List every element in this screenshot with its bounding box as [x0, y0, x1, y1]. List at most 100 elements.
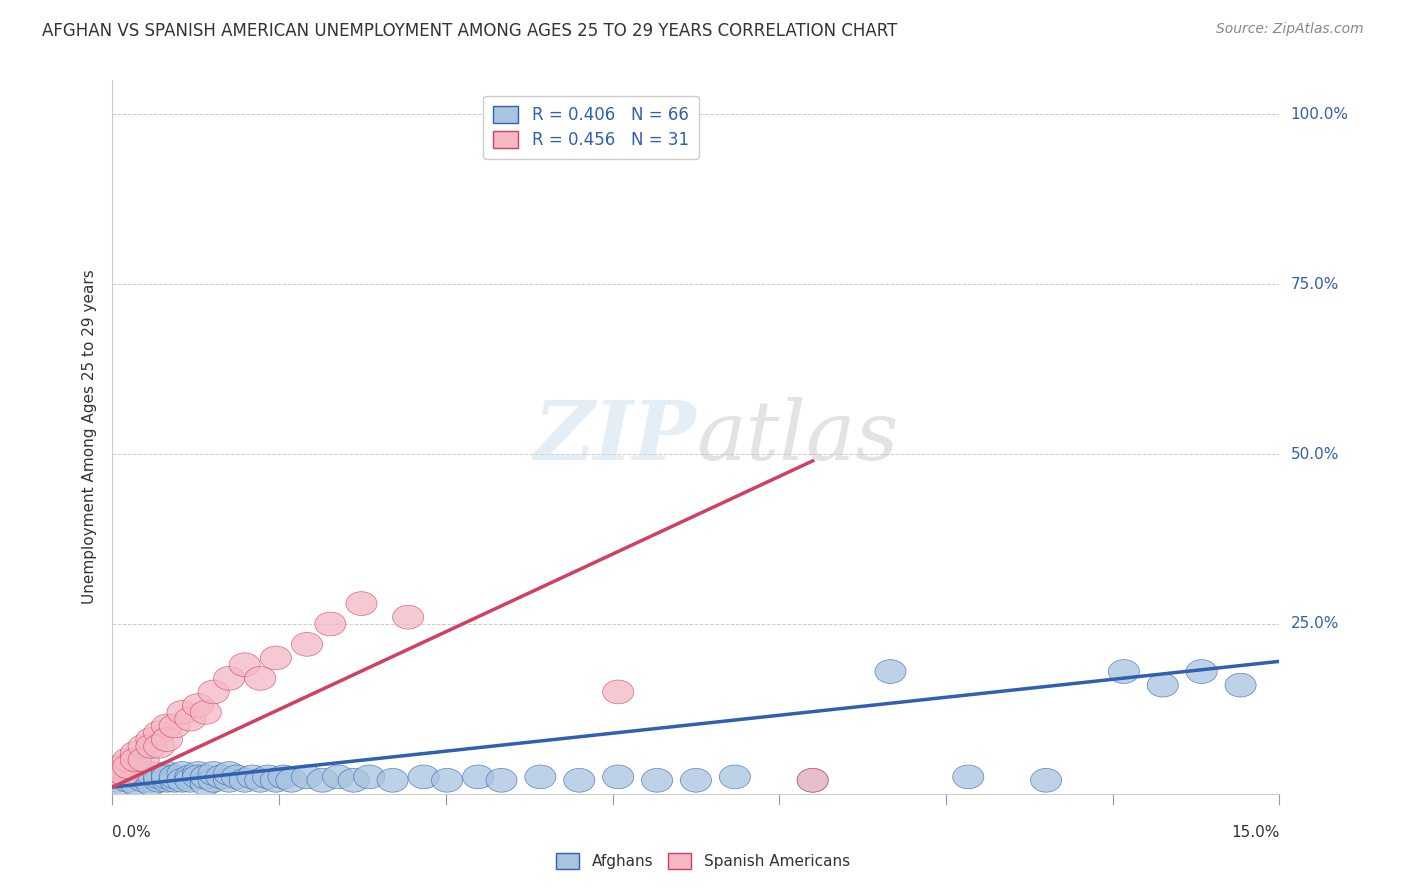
- Ellipse shape: [167, 768, 198, 792]
- Text: 25.0%: 25.0%: [1291, 616, 1339, 632]
- Text: ZIP: ZIP: [533, 397, 696, 477]
- Ellipse shape: [152, 768, 183, 792]
- Ellipse shape: [136, 762, 167, 785]
- Ellipse shape: [238, 765, 269, 789]
- Ellipse shape: [174, 707, 205, 731]
- Ellipse shape: [486, 768, 517, 792]
- Ellipse shape: [108, 762, 139, 785]
- Ellipse shape: [337, 768, 370, 792]
- Ellipse shape: [152, 762, 183, 785]
- Ellipse shape: [1147, 673, 1178, 697]
- Ellipse shape: [121, 765, 152, 789]
- Ellipse shape: [143, 721, 174, 745]
- Ellipse shape: [953, 765, 984, 789]
- Ellipse shape: [108, 765, 139, 789]
- Ellipse shape: [143, 734, 174, 758]
- Ellipse shape: [1031, 768, 1062, 792]
- Ellipse shape: [720, 765, 751, 789]
- Ellipse shape: [408, 765, 439, 789]
- Ellipse shape: [681, 768, 711, 792]
- Text: 100.0%: 100.0%: [1291, 107, 1348, 122]
- Ellipse shape: [167, 762, 198, 785]
- Text: AFGHAN VS SPANISH AMERICAN UNEMPLOYMENT AMONG AGES 25 TO 29 YEARS CORRELATION CH: AFGHAN VS SPANISH AMERICAN UNEMPLOYMENT …: [42, 22, 897, 40]
- Ellipse shape: [260, 646, 291, 670]
- Ellipse shape: [564, 768, 595, 792]
- Ellipse shape: [190, 772, 221, 796]
- Ellipse shape: [152, 728, 183, 751]
- Ellipse shape: [875, 660, 905, 683]
- Ellipse shape: [1187, 660, 1218, 683]
- Ellipse shape: [101, 762, 132, 785]
- Ellipse shape: [112, 762, 143, 785]
- Ellipse shape: [190, 765, 221, 789]
- Legend: R = 0.406   N = 66, R = 0.456   N = 31: R = 0.406 N = 66, R = 0.456 N = 31: [484, 95, 699, 159]
- Ellipse shape: [797, 768, 828, 792]
- Ellipse shape: [190, 700, 221, 724]
- Ellipse shape: [1225, 673, 1256, 697]
- Ellipse shape: [136, 772, 167, 796]
- Ellipse shape: [214, 666, 245, 690]
- Ellipse shape: [269, 765, 299, 789]
- Ellipse shape: [112, 768, 143, 792]
- Ellipse shape: [112, 755, 143, 779]
- Text: 50.0%: 50.0%: [1291, 447, 1339, 461]
- Ellipse shape: [136, 765, 167, 789]
- Ellipse shape: [291, 765, 322, 789]
- Ellipse shape: [603, 680, 634, 704]
- Ellipse shape: [346, 591, 377, 615]
- Ellipse shape: [183, 762, 214, 785]
- Ellipse shape: [797, 768, 828, 792]
- Ellipse shape: [198, 680, 229, 704]
- Ellipse shape: [159, 765, 190, 789]
- Ellipse shape: [315, 612, 346, 636]
- Ellipse shape: [205, 765, 238, 789]
- Text: Source: ZipAtlas.com: Source: ZipAtlas.com: [1216, 22, 1364, 37]
- Ellipse shape: [128, 734, 159, 758]
- Ellipse shape: [174, 765, 205, 789]
- Ellipse shape: [159, 768, 190, 792]
- Ellipse shape: [136, 734, 167, 758]
- Ellipse shape: [377, 768, 408, 792]
- Ellipse shape: [229, 768, 260, 792]
- Ellipse shape: [245, 666, 276, 690]
- Ellipse shape: [1108, 660, 1139, 683]
- Y-axis label: Unemployment Among Ages 25 to 29 years: Unemployment Among Ages 25 to 29 years: [82, 269, 97, 605]
- Ellipse shape: [167, 700, 198, 724]
- Ellipse shape: [101, 768, 132, 792]
- Ellipse shape: [112, 748, 143, 772]
- Legend: Afghans, Spanish Americans: Afghans, Spanish Americans: [550, 847, 856, 875]
- Ellipse shape: [198, 762, 229, 785]
- Ellipse shape: [159, 714, 190, 738]
- Ellipse shape: [143, 765, 174, 789]
- Ellipse shape: [136, 728, 167, 751]
- Ellipse shape: [198, 768, 229, 792]
- Ellipse shape: [354, 765, 385, 789]
- Text: atlas: atlas: [696, 397, 898, 477]
- Ellipse shape: [214, 762, 245, 785]
- Ellipse shape: [143, 768, 174, 792]
- Ellipse shape: [603, 765, 634, 789]
- Ellipse shape: [183, 765, 214, 789]
- Ellipse shape: [152, 714, 183, 738]
- Ellipse shape: [276, 768, 307, 792]
- Ellipse shape: [260, 768, 291, 792]
- Ellipse shape: [104, 755, 136, 779]
- Ellipse shape: [221, 765, 253, 789]
- Ellipse shape: [463, 765, 494, 789]
- Ellipse shape: [432, 768, 463, 792]
- Ellipse shape: [121, 741, 152, 765]
- Ellipse shape: [245, 768, 276, 792]
- Ellipse shape: [291, 632, 322, 657]
- Ellipse shape: [121, 748, 152, 772]
- Ellipse shape: [121, 762, 152, 785]
- Text: 15.0%: 15.0%: [1232, 825, 1279, 840]
- Ellipse shape: [174, 768, 205, 792]
- Ellipse shape: [524, 765, 555, 789]
- Ellipse shape: [229, 653, 260, 677]
- Ellipse shape: [121, 772, 152, 796]
- Ellipse shape: [253, 765, 284, 789]
- Ellipse shape: [641, 768, 672, 792]
- Ellipse shape: [183, 694, 214, 717]
- Text: 75.0%: 75.0%: [1291, 277, 1339, 292]
- Ellipse shape: [152, 765, 183, 789]
